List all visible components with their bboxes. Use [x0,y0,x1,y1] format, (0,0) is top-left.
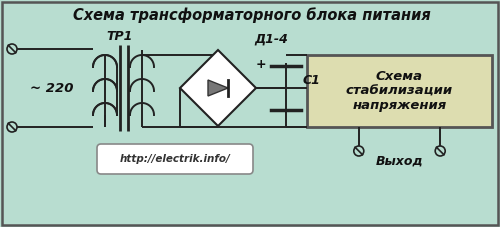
Text: C1: C1 [303,74,321,86]
Text: Схема трансформаторного блока питания: Схема трансформаторного блока питания [73,7,431,23]
FancyBboxPatch shape [307,55,492,127]
Text: ТР1: ТР1 [107,30,133,44]
Polygon shape [180,50,256,126]
Text: +: + [256,57,266,71]
FancyBboxPatch shape [97,144,253,174]
Text: Выход: Выход [376,155,424,168]
Text: Д1-4: Д1-4 [254,33,288,46]
Text: Схема
стабилизации
напряжения: Схема стабилизации напряжения [346,69,453,113]
Text: ~ 220: ~ 220 [30,81,74,94]
Polygon shape [208,80,228,96]
Text: http://electrik.info/: http://electrik.info/ [120,154,230,164]
